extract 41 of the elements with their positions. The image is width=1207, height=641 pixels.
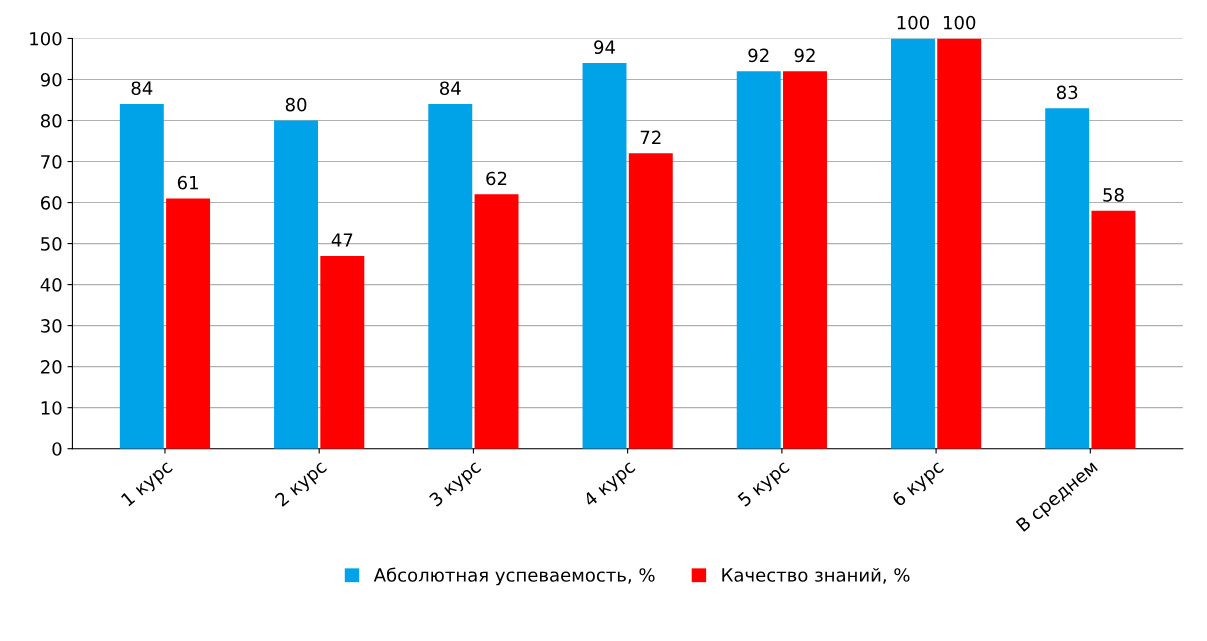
data-label: 84 bbox=[440, 81, 461, 96]
y-tick-label: 90 bbox=[40, 72, 62, 87]
bar bbox=[119, 104, 164, 449]
data-label: 58 bbox=[1103, 188, 1124, 202]
bar bbox=[320, 255, 365, 449]
bar bbox=[274, 120, 319, 449]
bar bbox=[1091, 210, 1136, 449]
data-label: 80 bbox=[285, 97, 307, 112]
bar bbox=[736, 71, 781, 449]
bar bbox=[937, 38, 982, 449]
data-label: 92 bbox=[794, 48, 815, 63]
data-label: 83 bbox=[1056, 85, 1078, 100]
bar bbox=[474, 194, 519, 449]
y-tick-label: 30 bbox=[41, 319, 62, 333]
y-tick-label: 50 bbox=[41, 237, 62, 251]
bar bbox=[582, 63, 627, 449]
data-label: 47 bbox=[331, 233, 353, 247]
y-tick-label: 60 bbox=[40, 196, 62, 210]
data-label: 72 bbox=[640, 130, 661, 145]
data-label: 94 bbox=[594, 40, 615, 55]
y-tick-label: 10 bbox=[41, 401, 62, 415]
y-tick-label: 100 bbox=[30, 31, 62, 46]
legend-label: Качество знаний, % bbox=[722, 567, 910, 584]
data-label: 92 bbox=[748, 48, 769, 63]
bar bbox=[428, 104, 473, 449]
data-label: 100 bbox=[897, 15, 929, 30]
bar bbox=[890, 38, 935, 449]
y-tick-label: 40 bbox=[40, 278, 62, 292]
y-tick-label: 0 bbox=[52, 442, 62, 456]
bar bbox=[166, 198, 211, 449]
y-tick-label: 20 bbox=[41, 360, 62, 374]
data-label: 61 bbox=[177, 175, 198, 190]
data-label: 84 bbox=[131, 81, 153, 96]
bar bbox=[783, 71, 827, 449]
data-label: 62 bbox=[486, 171, 507, 186]
legend-label: Абсолютная успеваемость, % bbox=[373, 567, 655, 586]
bar bbox=[1045, 108, 1090, 449]
y-tick-label: 70 bbox=[41, 154, 62, 169]
bar bbox=[628, 153, 673, 449]
y-tick-label: 80 bbox=[40, 113, 62, 128]
data-label: 100 bbox=[943, 15, 976, 30]
